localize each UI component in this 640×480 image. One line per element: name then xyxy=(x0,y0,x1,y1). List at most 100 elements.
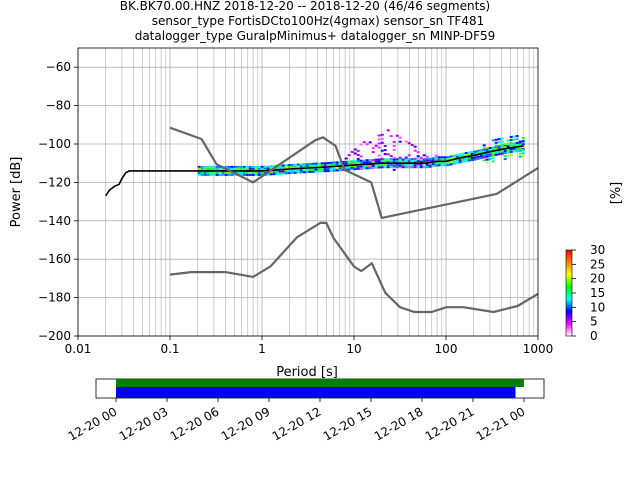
histogram-cell xyxy=(233,173,237,176)
histogram-cell xyxy=(344,160,348,163)
histogram-cell xyxy=(446,164,450,167)
histogram-cell xyxy=(437,156,441,159)
histogram-cell xyxy=(392,164,396,167)
histogram-cell xyxy=(521,140,525,143)
histogram-cell xyxy=(326,170,330,173)
histogram-cell xyxy=(260,173,264,176)
histogram-cell xyxy=(287,164,291,167)
histogram-cell xyxy=(488,154,492,157)
histogram-cell xyxy=(287,170,291,173)
histogram-cell xyxy=(362,167,366,170)
histogram-cell xyxy=(398,158,402,161)
histogram-cell xyxy=(341,160,345,163)
histogram-cell xyxy=(293,163,297,166)
histogram-cell xyxy=(248,171,252,174)
histogram-cell xyxy=(392,166,396,169)
histogram-cell xyxy=(503,152,507,155)
histogram-cell xyxy=(416,163,420,166)
histogram-cell xyxy=(413,157,417,160)
time-tick-label: 12-20 00 xyxy=(66,404,120,443)
histogram-cell xyxy=(419,164,423,167)
histogram-cell xyxy=(467,157,471,160)
histogram-cell xyxy=(368,161,372,164)
coverage-bar-psd xyxy=(116,387,516,398)
histogram-cell xyxy=(254,167,258,170)
histogram-cell xyxy=(494,147,498,150)
histogram-cell xyxy=(419,160,423,163)
histogram-cell xyxy=(314,162,318,165)
plot-frame xyxy=(77,47,539,337)
histogram-cell xyxy=(242,173,246,176)
histogram-cell xyxy=(197,165,201,168)
histogram-cell xyxy=(251,167,255,170)
histogram-cell xyxy=(335,169,339,172)
histogram-cell xyxy=(482,150,486,153)
histogram-cell xyxy=(494,153,498,156)
histogram-cell xyxy=(521,143,525,146)
y-tick-label: −160 xyxy=(38,252,71,266)
histogram-cell xyxy=(512,135,516,138)
time-tick-label: 12-21 00 xyxy=(474,404,528,443)
histogram-cell xyxy=(476,157,480,160)
histogram-cell xyxy=(389,155,393,158)
histogram-cell xyxy=(389,160,393,163)
histogram-cell xyxy=(263,165,267,168)
histogram-cell xyxy=(377,158,381,161)
histogram-cell xyxy=(506,139,510,142)
histogram-cell xyxy=(230,173,234,176)
histogram-cell xyxy=(473,158,477,161)
histogram-cell xyxy=(497,150,501,153)
histogram-cell xyxy=(197,173,201,176)
histogram-cell xyxy=(473,156,477,159)
histogram-cell xyxy=(323,168,327,171)
histogram-cell xyxy=(488,151,492,154)
histogram-cell xyxy=(452,156,456,159)
histogram-cell xyxy=(509,135,513,138)
histogram-cell xyxy=(269,173,273,176)
histogram-cell xyxy=(359,167,363,170)
histogram-cell xyxy=(215,167,219,170)
histogram-cell xyxy=(203,173,207,176)
histogram-cell xyxy=(215,171,219,174)
histogram-cell xyxy=(410,166,414,169)
histogram-cell xyxy=(383,158,387,161)
histogram-cell xyxy=(431,159,435,162)
histogram-cell xyxy=(512,147,516,150)
histogram-cell xyxy=(209,171,213,174)
histogram-cell xyxy=(425,155,429,158)
histogram-cell xyxy=(197,171,201,174)
histogram-cell xyxy=(401,158,405,161)
histogram-cell xyxy=(251,165,255,168)
histogram-cell xyxy=(245,173,249,176)
histogram-cell xyxy=(377,138,381,141)
histogram-cell xyxy=(257,171,261,174)
histogram-cell xyxy=(488,146,492,149)
y-axis-ticks: −60 −80 −100 −120 −140 −160 −180 −200 xyxy=(38,60,78,343)
histogram-cell xyxy=(470,159,474,162)
histogram-cell xyxy=(374,166,378,169)
histogram-cell xyxy=(452,154,456,157)
histogram-cell xyxy=(377,166,381,169)
histogram-cell xyxy=(491,139,495,142)
histogram-cell xyxy=(344,157,348,160)
histogram-cell xyxy=(434,164,438,167)
histogram-cell xyxy=(320,168,324,171)
histogram-cell xyxy=(317,162,321,165)
histogram-cell xyxy=(461,154,465,157)
histogram-cell xyxy=(260,167,264,170)
histogram-cell xyxy=(281,172,285,175)
histogram-cell xyxy=(320,164,324,167)
histogram-cell xyxy=(416,160,420,163)
histogram-cell xyxy=(365,165,369,168)
histogram-cell xyxy=(203,171,207,174)
histogram-cell xyxy=(497,147,501,150)
x-tick-label: 1 xyxy=(258,342,266,356)
histogram-cell xyxy=(254,171,258,174)
histogram-cell xyxy=(404,140,408,143)
histogram-cell xyxy=(461,160,465,163)
histogram-cell xyxy=(401,166,405,169)
histogram-cell xyxy=(446,162,450,165)
histogram-cell xyxy=(365,159,369,162)
histogram-cell xyxy=(407,142,411,145)
histogram-cell xyxy=(359,143,363,146)
